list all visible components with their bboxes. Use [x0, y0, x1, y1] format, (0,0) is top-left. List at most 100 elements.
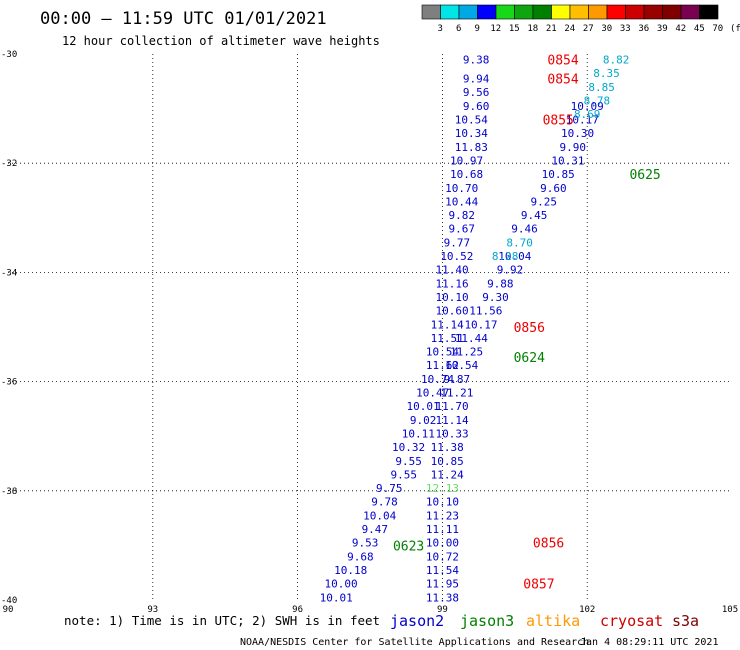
x-tick-label: 102 [579, 605, 595, 615]
legend-s3a: s3a [672, 612, 699, 630]
colorbar-swatch [588, 4, 608, 20]
satellite-legend: jason2 jason3 altika cryosat s3a [390, 612, 699, 630]
wave-height-label: 9.90 [559, 141, 586, 154]
wave-height-label: 11.14 [431, 318, 464, 331]
wave-height-label: 10.04 [363, 509, 396, 522]
x-tick-label: 99 [437, 605, 448, 615]
legend-altika: altika [526, 612, 580, 630]
wave-height-label: 9.25 [531, 195, 558, 208]
colorbar-swatch [458, 4, 478, 20]
colorbar-swatch [514, 4, 534, 20]
wave-height-label: 11.38 [426, 591, 459, 604]
x-tick-label: 96 [292, 605, 303, 615]
wave-height-label: 10.54 [445, 359, 478, 372]
colorbar-label: 18 [527, 24, 538, 34]
wave-height-label: 9.60 [540, 182, 567, 195]
x-tick-labels: 90 93 96 99 102 105 [3, 605, 739, 615]
wave-height-label: 8.82 [603, 53, 630, 66]
wave-height-label: 9.78 [371, 496, 398, 509]
wave-height-label: 10.32 [392, 441, 425, 454]
wave-height-label: 10.68 [450, 168, 483, 181]
wave-height-label: 8.78 [584, 94, 611, 107]
pass-time-labels: 0854 0854 0855 0625 0856 0624 0856 0623 0857 [393, 53, 661, 592]
colorbar-swatch [440, 4, 460, 20]
wave-height-label: 11.25 [450, 346, 483, 359]
wave-height-label: 11.44 [455, 332, 488, 345]
wave-height-values: 9.389.949.569.6010.5410.3411.8310.9710.6… [320, 53, 630, 604]
colorbar-label: 15 [509, 24, 520, 34]
wave-height-label: 9.46 [511, 223, 538, 236]
wave-height-label: 11.54 [426, 564, 459, 577]
wave-height-label: 9.77 [444, 236, 471, 249]
wave-height-label: 9.75 [376, 482, 403, 495]
footer-credit: NOAA/NESDIS Center for Satellite Applica… [240, 637, 589, 648]
wave-height-label: 11.14 [435, 414, 468, 427]
wave-height-label: 10.30 [561, 127, 594, 140]
wave-height-label: 11.62 [426, 359, 459, 372]
colorbar-swatch [421, 4, 441, 20]
wave-height-label: 9.94 [463, 73, 490, 86]
wave-height-label: 8.28 [492, 250, 519, 263]
y-tick-label: -38 [1, 487, 17, 497]
y-tick-label: -30 [1, 50, 17, 60]
wave-height-label: 10.97 [450, 154, 483, 167]
wave-height-label: 10.47 [416, 387, 449, 400]
legend-cryosat: cryosat [600, 612, 663, 630]
wave-height-label: 10.11 [402, 427, 435, 440]
wave-height-label: 10.17 [566, 114, 599, 127]
colorbar-swatch [643, 4, 663, 20]
pass-time-label: 0624 [514, 351, 545, 366]
wave-height-label: 11.95 [426, 578, 459, 591]
wave-height-label: 11.38 [431, 441, 464, 454]
colorbar-swatch [569, 4, 589, 20]
colorbar-swatch [477, 4, 497, 20]
wave-height-label: 10.54 [455, 114, 488, 127]
wave-height-label: 10.54 [426, 346, 459, 359]
wave-height-label: 11.83 [455, 141, 488, 154]
wave-height-label: 11.51 [431, 332, 464, 345]
colorbar-label: 36 [638, 24, 649, 34]
wave-height-label: 9.53 [352, 537, 379, 550]
wave-height-label: 11.11 [426, 523, 459, 536]
wave-height-label: 9.38 [463, 53, 490, 66]
colorbar-label: 70 [712, 24, 723, 34]
colorbar-label: 45 [694, 24, 705, 34]
wave-height-label: 9.56 [463, 86, 490, 99]
colorbar-swatch [680, 4, 700, 20]
wave-height-label: 9.55 [395, 455, 422, 468]
wave-height-label: 10.34 [455, 127, 488, 140]
pass-time-label: 0856 [514, 321, 545, 336]
wave-height-label: 9.92 [497, 264, 524, 277]
wave-height-label: 10.70 [445, 182, 478, 195]
wave-height-label: 10.33 [435, 427, 468, 440]
x-tick-label: 105 [722, 605, 738, 615]
wave-height-label: 10.85 [542, 168, 575, 181]
wave-height-label: 11.21 [440, 387, 473, 400]
wave-height-label: 10.10 [435, 291, 468, 304]
colorbar-label: 33 [620, 24, 631, 34]
grid-lines [8, 54, 732, 600]
colorbar-swatch [662, 4, 682, 20]
colorbar-unit: (ft) [730, 24, 740, 34]
colorbar-swatch [606, 4, 626, 20]
wave-height-label: 9.47 [362, 523, 389, 536]
footer-timestamp: Jan 4 08:29:11 UTC 2021 [580, 637, 718, 648]
y-tick-labels: -30 -32 -34 -36 -38 -40 [1, 50, 17, 606]
wave-height-label: 9.30 [482, 291, 509, 304]
wave-height-label: 9.60 [463, 100, 490, 113]
chart-title: 00:00 – 11:59 UTC 01/01/2021 [40, 9, 327, 29]
wave-height-label: 10.31 [551, 154, 584, 167]
pass-time-label: 0855 [543, 114, 574, 129]
wave-height-label: 10.01 [407, 400, 440, 413]
wave-height-label: 8.70 [506, 236, 533, 249]
wave-height-label: 11.23 [426, 509, 459, 522]
wave-height-label: 9.82 [448, 209, 475, 222]
wave-height-label: 11.70 [435, 400, 468, 413]
colorbar-swatch [495, 4, 515, 20]
colorbar-label: 24 [564, 24, 575, 34]
pass-time-label: 0854 [547, 73, 578, 88]
wave-height-label: 10.72 [426, 550, 459, 563]
colorbar-label: 6 [456, 24, 461, 34]
note-text: note: 1) Time is in UTC; 2) SWH is in fe… [64, 613, 380, 628]
